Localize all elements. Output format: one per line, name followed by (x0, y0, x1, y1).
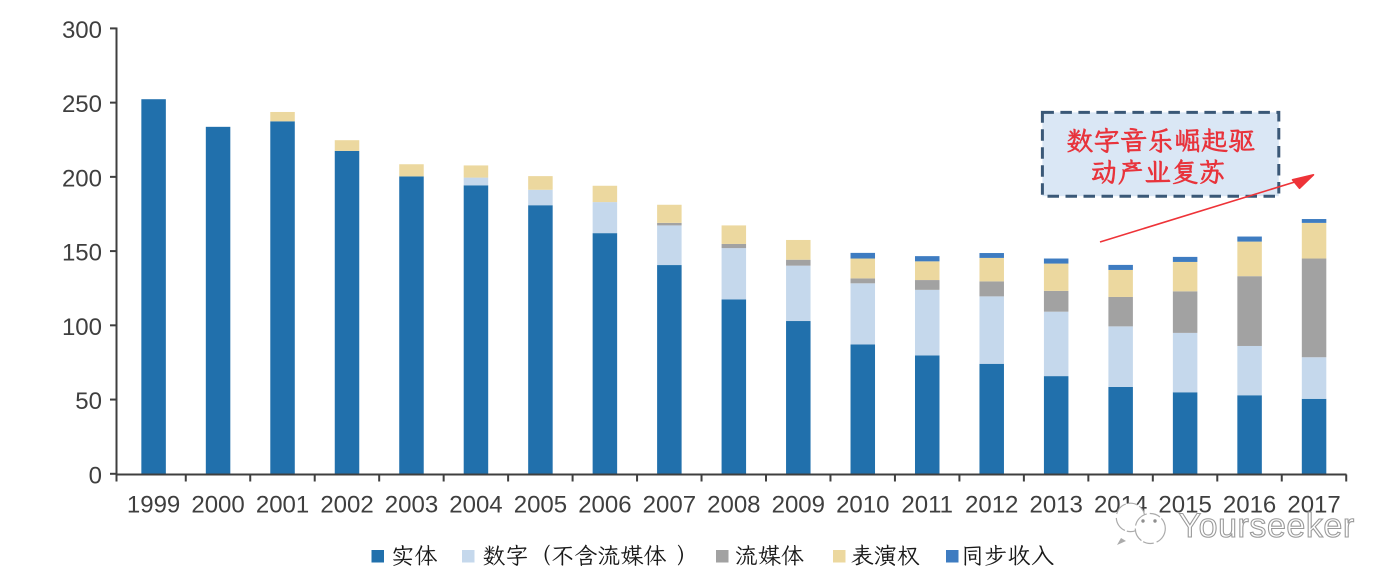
svg-text:Yourseeker: Yourseeker (1179, 507, 1355, 545)
svg-text:2016: 2016 (1223, 492, 1276, 519)
svg-text:2005: 2005 (514, 492, 567, 519)
svg-text:2015: 2015 (1158, 492, 1211, 519)
svg-text:1999: 1999 (127, 492, 180, 519)
svg-text:2006: 2006 (578, 492, 631, 519)
svg-text:2000: 2000 (191, 492, 244, 519)
svg-text:300: 300 (62, 17, 102, 44)
svg-text:2007: 2007 (643, 492, 696, 519)
svg-text:0: 0 (89, 462, 102, 489)
svg-text:2010: 2010 (836, 492, 889, 519)
svg-text:2004: 2004 (449, 492, 502, 519)
svg-text:2012: 2012 (965, 492, 1018, 519)
svg-text:2001: 2001 (256, 492, 309, 519)
svg-text:50: 50 (75, 388, 102, 415)
svg-text:150: 150 (62, 240, 102, 267)
svg-text:2017: 2017 (1287, 492, 1340, 519)
svg-text:2008: 2008 (707, 492, 760, 519)
svg-text:2002: 2002 (320, 492, 373, 519)
svg-text:250: 250 (62, 91, 102, 118)
svg-text:2003: 2003 (385, 492, 438, 519)
svg-text:2009: 2009 (772, 492, 825, 519)
svg-text:100: 100 (62, 314, 102, 341)
svg-text:2013: 2013 (1029, 492, 1082, 519)
svg-text:200: 200 (62, 165, 102, 192)
svg-text:2011: 2011 (901, 492, 953, 519)
